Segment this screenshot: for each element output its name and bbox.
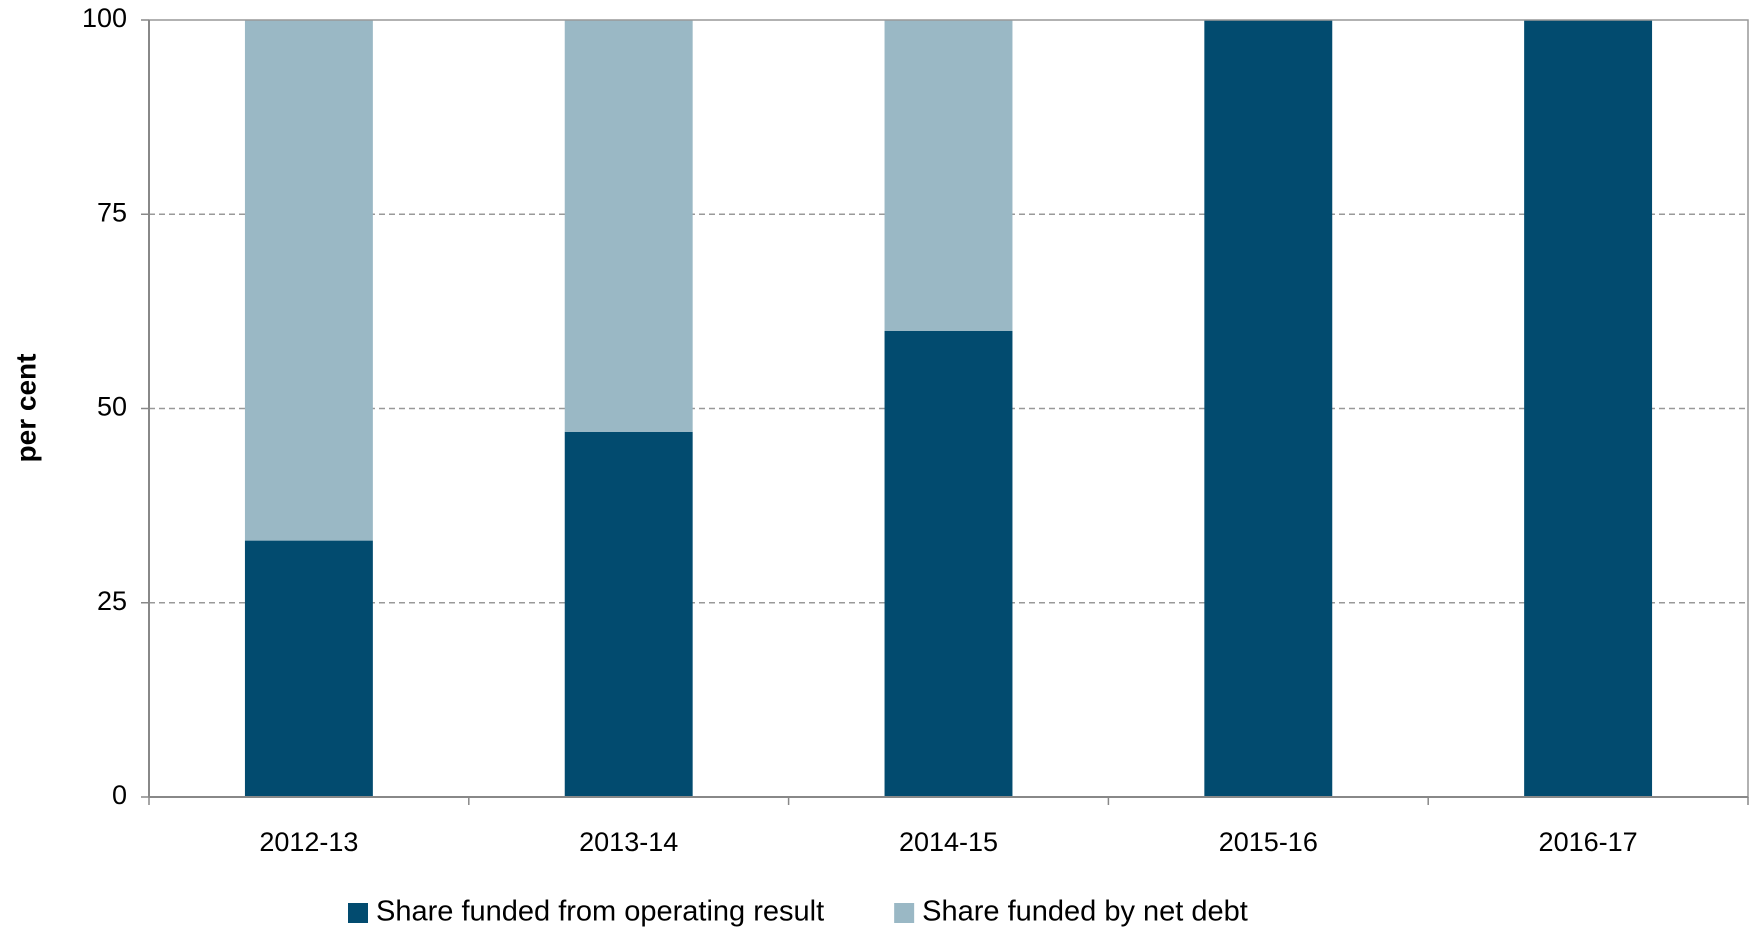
y-tick-label: 50: [97, 392, 127, 422]
legend-label: Share funded by net debt: [922, 896, 1248, 928]
x-tick-label: 2013-14: [579, 827, 678, 857]
x-tick-label: 2012-13: [259, 827, 358, 857]
x-tick-label: 2016-17: [1539, 827, 1638, 857]
y-axis-label: per cent: [10, 354, 41, 463]
legend-label: Share funded from operating result: [376, 896, 824, 928]
bar-segment: [884, 330, 1013, 797]
bar-segment: [244, 540, 373, 797]
y-tick-label: 0: [112, 780, 127, 810]
bar-segment: [564, 431, 693, 797]
legend-swatch: [348, 903, 368, 923]
bar-segment: [244, 20, 373, 541]
bar-segment: [564, 20, 693, 432]
bar-segment: [1524, 20, 1653, 797]
bar-segment: [1204, 20, 1333, 797]
x-tick-label: 2014-15: [899, 827, 998, 857]
x-tick-label: 2015-16: [1219, 827, 1318, 857]
legend-swatch: [894, 903, 915, 923]
y-tick-label: 100: [82, 3, 127, 33]
y-tick-label: 75: [97, 197, 127, 227]
bar-segment: [884, 20, 1013, 331]
y-tick-label: 25: [97, 586, 127, 616]
